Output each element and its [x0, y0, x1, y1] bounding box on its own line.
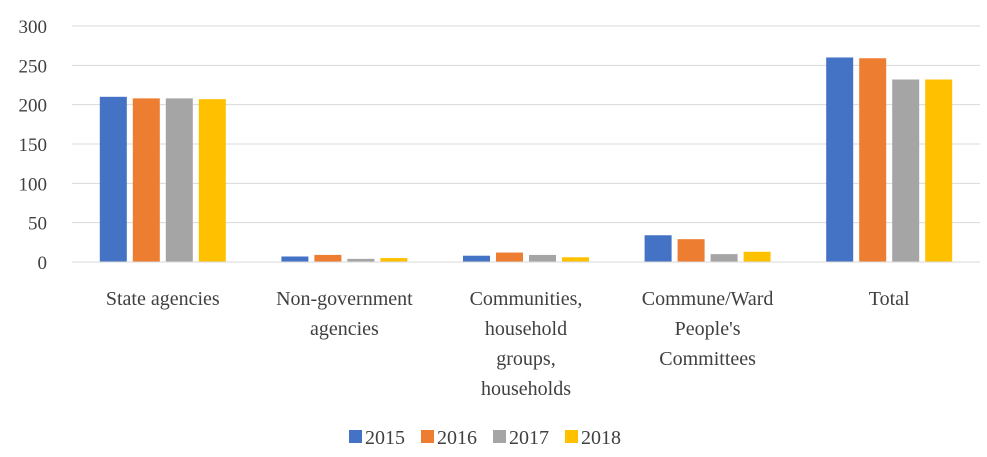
y-tick-label: 150: [19, 135, 48, 156]
legend-label: 2015: [365, 427, 405, 449]
y-tick-label: 100: [19, 174, 48, 195]
y-tick-label: 50: [28, 214, 47, 235]
bar-2016-cat2: [496, 252, 523, 262]
bars: [99, 57, 953, 263]
category-label-line: households: [481, 378, 571, 400]
legend-item-2015[interactable]: 2015: [349, 427, 405, 449]
y-tick-label: 0: [38, 253, 48, 274]
legend-label: 2016: [437, 427, 477, 449]
bar-2015-cat0: [99, 96, 127, 262]
bar-2018-cat4: [925, 79, 953, 262]
bar-2018-cat1: [380, 258, 408, 262]
category-label: Total: [869, 288, 910, 310]
bar-2017-cat4: [892, 79, 920, 262]
category-label-line: agencies: [310, 318, 379, 340]
legend-label: 2018: [581, 427, 621, 449]
category-label-line: People's: [675, 318, 741, 340]
bar-2016-cat3: [677, 239, 705, 262]
category-label: State agencies: [106, 288, 220, 310]
bar-2015-cat4: [826, 57, 854, 262]
category-label-line: Committees: [659, 348, 756, 370]
bar-2018-cat2: [562, 257, 589, 262]
category-label-line: Commune/Ward: [642, 288, 774, 310]
legend-label: 2017: [509, 427, 549, 449]
category-label-line: Non-government: [276, 288, 413, 310]
category-label-line: household: [485, 318, 567, 340]
legend-item-2017[interactable]: 2017: [493, 427, 549, 449]
bar-2016-cat4: [859, 58, 887, 263]
legend-item-2016[interactable]: 2016: [421, 427, 477, 449]
legend-swatch: [349, 430, 362, 443]
legend-swatch: [493, 430, 506, 443]
legend-swatch: [565, 430, 578, 443]
bar-2018-cat0: [198, 99, 226, 262]
bar-2017-cat0: [165, 98, 193, 262]
bar-2016-cat1: [314, 254, 342, 262]
bar-2017-cat3: [710, 254, 738, 262]
legend[interactable]: 2015 2016 2017 2018: [349, 427, 621, 449]
category-label: Communities, household groups, households: [470, 288, 583, 400]
bar-2015-cat1: [281, 256, 309, 262]
y-axis-tick-labels: 0 50 100 150 200 250 300: [19, 17, 48, 274]
y-tick-label: 300: [19, 17, 48, 38]
category-label-line: Communities,: [470, 288, 583, 310]
bar-2016-cat0: [132, 98, 160, 262]
bar-2015-cat3: [644, 235, 672, 262]
bar-2017-cat1: [347, 258, 375, 262]
category-label: Commune/Ward People's Committees: [642, 288, 774, 370]
legend-swatch: [421, 430, 434, 443]
bar-2018-cat3: [743, 251, 771, 262]
y-tick-label: 200: [19, 96, 48, 117]
category-label-line: groups,: [496, 348, 555, 370]
category-label-line: State agencies: [106, 288, 220, 310]
bar-2015-cat2: [463, 255, 490, 262]
y-tick-label: 250: [19, 56, 48, 77]
x-axis-category-labels: State agencies Non-government agencies Comm…: [106, 288, 910, 400]
legend-item-2018[interactable]: 2018: [565, 427, 621, 449]
category-label: Non-government agencies: [276, 288, 413, 340]
category-label-line: Total: [869, 288, 910, 310]
bar-2017-cat2: [529, 254, 556, 262]
